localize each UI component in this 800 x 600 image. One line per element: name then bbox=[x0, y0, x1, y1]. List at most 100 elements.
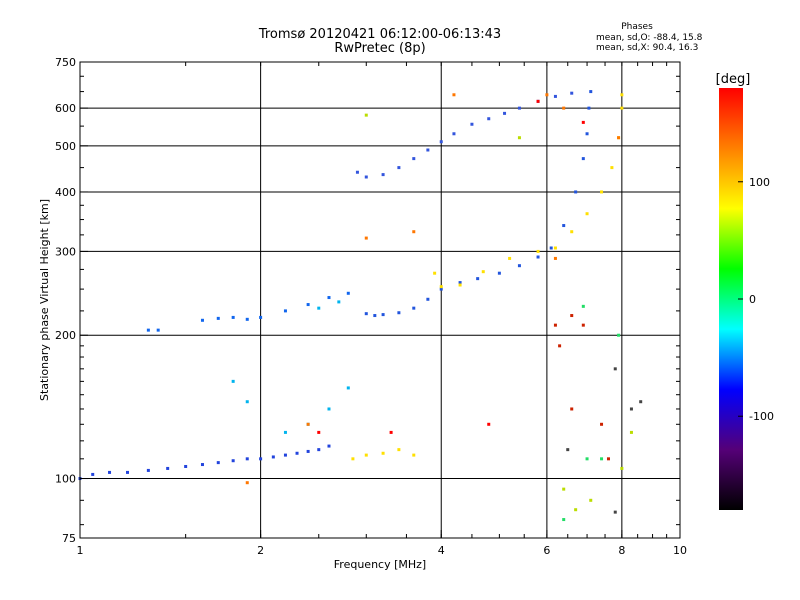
data-point bbox=[381, 313, 385, 317]
data-point bbox=[166, 466, 170, 470]
data-point bbox=[585, 212, 589, 216]
data-point bbox=[306, 422, 310, 426]
x-tick-label: 6 bbox=[543, 544, 550, 557]
data-point bbox=[245, 317, 249, 321]
data-point bbox=[476, 277, 480, 281]
data-point bbox=[458, 281, 462, 285]
chart-subtitle: RwPretec (8p) bbox=[334, 41, 426, 56]
data-point bbox=[439, 140, 443, 144]
y-tick-label: 400 bbox=[55, 186, 76, 199]
data-point bbox=[364, 236, 368, 240]
series-0 bbox=[78, 444, 331, 481]
series-1 bbox=[364, 90, 593, 318]
data-point bbox=[581, 120, 585, 124]
y-tick-label: 600 bbox=[55, 102, 76, 115]
data-point bbox=[629, 407, 633, 411]
data-point bbox=[600, 457, 604, 461]
y-tick-label: 300 bbox=[55, 245, 76, 258]
chart-title: Tromsø 20120421 06:12:00-06:13:43 bbox=[258, 27, 502, 42]
data-point bbox=[231, 459, 235, 463]
data-points bbox=[78, 90, 643, 522]
x-axis-label: Frequency [MHz] bbox=[334, 558, 426, 571]
data-point bbox=[570, 314, 574, 318]
y-axis-ticks: 75 100 200 300 400 500 600 750 bbox=[55, 56, 680, 545]
y-tick-label: 750 bbox=[55, 56, 76, 69]
data-point bbox=[412, 157, 416, 161]
colorbar-label: [deg] bbox=[716, 72, 751, 87]
data-point bbox=[439, 287, 443, 291]
data-point bbox=[200, 463, 204, 467]
data-point bbox=[452, 132, 456, 136]
data-point bbox=[259, 457, 263, 461]
data-point bbox=[271, 455, 275, 459]
data-point bbox=[346, 386, 350, 390]
data-point bbox=[508, 256, 512, 260]
data-point bbox=[146, 328, 150, 332]
phases-o-mode-stats: mean, sd,O: -88.4, 15.8 bbox=[596, 33, 703, 43]
data-point bbox=[639, 400, 643, 404]
x-axis-ticks: 1 2 4 6 8 10 bbox=[77, 62, 687, 557]
data-point bbox=[553, 323, 557, 327]
data-point bbox=[536, 99, 540, 103]
series-6 bbox=[245, 93, 621, 485]
data-point bbox=[566, 448, 570, 452]
data-point bbox=[283, 453, 287, 457]
data-point bbox=[364, 175, 368, 179]
series-7 bbox=[553, 314, 610, 461]
data-point bbox=[570, 407, 574, 411]
data-point bbox=[373, 314, 377, 318]
data-point bbox=[389, 430, 393, 434]
data-point bbox=[613, 510, 617, 514]
data-point bbox=[497, 271, 501, 275]
data-point bbox=[295, 451, 299, 455]
data-point bbox=[562, 487, 566, 491]
data-point bbox=[327, 407, 331, 411]
data-point bbox=[412, 453, 416, 457]
data-point bbox=[517, 136, 521, 140]
x-tick-label: 8 bbox=[618, 544, 625, 557]
data-point bbox=[184, 464, 188, 468]
series-3 bbox=[146, 291, 350, 332]
data-point bbox=[397, 166, 401, 170]
data-point bbox=[306, 449, 310, 453]
data-point bbox=[397, 311, 401, 315]
series-8 bbox=[317, 99, 585, 434]
data-point bbox=[620, 466, 624, 470]
data-point bbox=[283, 309, 287, 313]
y-tick-label: 75 bbox=[62, 532, 76, 545]
data-point bbox=[156, 328, 160, 332]
x-tick-label: 1 bbox=[77, 544, 84, 557]
colorbar: 100 0 -100 [deg] bbox=[716, 72, 774, 510]
data-point bbox=[245, 481, 249, 485]
data-point bbox=[581, 157, 585, 161]
data-point bbox=[231, 379, 235, 383]
phases-x-mode-stats: mean, sd,X: 90.4, 16.3 bbox=[596, 43, 699, 53]
data-point bbox=[381, 173, 385, 177]
y-tick-label: 100 bbox=[55, 473, 76, 486]
data-point bbox=[146, 468, 150, 472]
data-point bbox=[558, 344, 562, 348]
data-point bbox=[574, 190, 578, 194]
data-point bbox=[364, 312, 368, 316]
data-point bbox=[562, 106, 566, 110]
data-point bbox=[426, 297, 430, 301]
data-point bbox=[108, 470, 112, 474]
data-point bbox=[351, 457, 355, 461]
data-point bbox=[306, 303, 310, 307]
colorbar-tick-label: -100 bbox=[749, 410, 774, 423]
data-point bbox=[91, 472, 95, 476]
data-point bbox=[487, 422, 491, 426]
data-point bbox=[200, 318, 204, 322]
data-point bbox=[337, 300, 341, 304]
data-point bbox=[412, 230, 416, 234]
data-point bbox=[617, 333, 621, 337]
data-point bbox=[600, 422, 604, 426]
colorbar-tick-label: 100 bbox=[749, 176, 770, 189]
data-point bbox=[216, 316, 220, 320]
data-point bbox=[412, 306, 416, 310]
data-point bbox=[587, 106, 591, 110]
data-point bbox=[613, 367, 617, 371]
data-point bbox=[585, 457, 589, 461]
data-point bbox=[585, 132, 589, 136]
